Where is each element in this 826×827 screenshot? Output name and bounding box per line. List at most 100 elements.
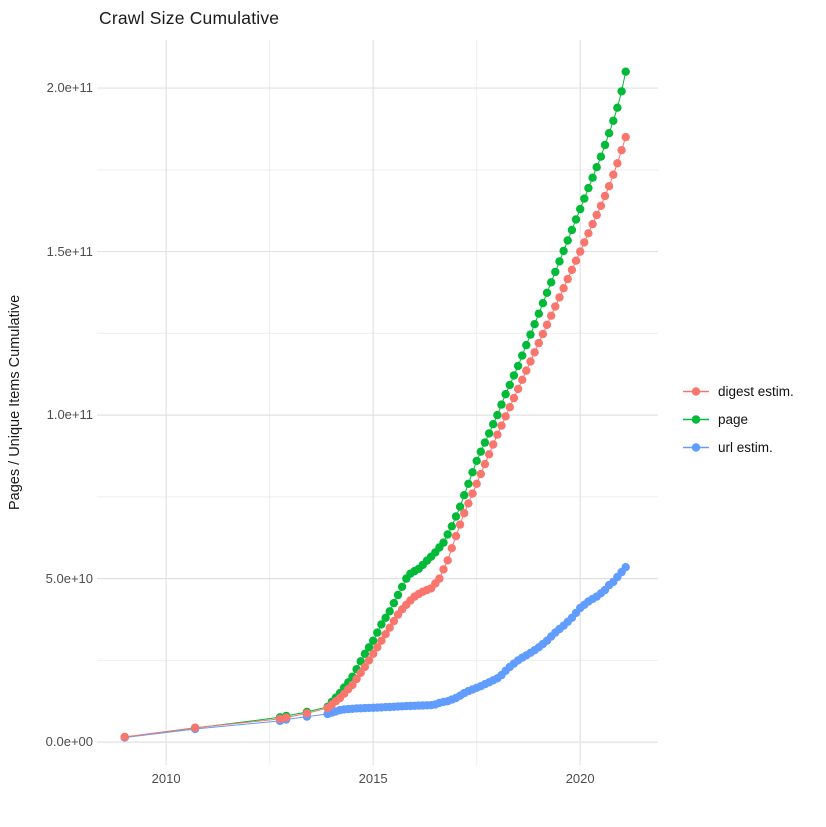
data-point-digest-estim-: [377, 636, 386, 645]
data-point-page: [530, 320, 539, 329]
data-point-digest-estim-: [480, 459, 490, 469]
data-point-digest-estim-: [604, 182, 614, 191]
data-point-page: [381, 613, 390, 622]
data-point-page: [447, 522, 456, 531]
data-point-page: [443, 530, 452, 539]
data-point-page: [580, 194, 589, 203]
data-point-digest-estim-: [385, 623, 394, 632]
data-point-digest-estim-: [571, 256, 581, 265]
data-point-page: [497, 400, 506, 409]
data-point-page: [518, 351, 527, 360]
data-point-digest-estim-: [576, 247, 585, 256]
data-point-page: [364, 643, 374, 652]
data-point-digest-estim-: [555, 293, 564, 302]
data-point-digest-estim-: [526, 357, 535, 366]
data-point-page: [476, 447, 485, 456]
data-point-digest-estim-: [505, 403, 514, 412]
x-tick-label: 2015: [358, 771, 388, 786]
data-point-digest-estim-: [447, 544, 456, 553]
data-point-digest-estim-: [621, 132, 630, 142]
data-point-page: [592, 163, 601, 172]
data-point-page: [563, 236, 572, 245]
data-point-digest-estim-: [542, 320, 552, 329]
legend-item: page: [683, 405, 794, 433]
data-point-digest-estim-: [551, 302, 560, 311]
data-point-page: [526, 330, 535, 339]
data-point-digest-estim-: [497, 421, 506, 430]
legend-label: digest estim.: [718, 383, 794, 399]
data-point-digest-estim-: [588, 219, 597, 229]
data-point-page: [389, 598, 399, 608]
data-point-page: [501, 390, 510, 399]
y-tick-label: 0.0e+00: [45, 734, 93, 750]
data-point-digest-estim-: [360, 662, 370, 672]
panel-background: [97, 40, 658, 765]
data-point-digest-estim-: [580, 238, 589, 247]
data-point-page: [596, 152, 606, 161]
data-point-digest-estim-: [513, 384, 523, 394]
data-point-page: [377, 620, 386, 629]
data-point-page: [468, 468, 477, 477]
data-point-url-estim-: [621, 563, 630, 572]
data-point-digest-estim-: [455, 520, 465, 529]
data-point-page: [621, 67, 630, 76]
data-point-digest-estim-: [282, 713, 291, 722]
data-point-digest-estim-: [609, 170, 618, 179]
data-point-digest-estim-: [600, 191, 610, 201]
y-tick-label: 5.0e+10: [45, 570, 93, 586]
data-point-digest-estim-: [348, 680, 357, 690]
legend: digest estim. page url estim.: [683, 377, 794, 461]
data-point-digest-estim-: [518, 375, 527, 384]
x-tick-label: 2010: [151, 771, 181, 786]
data-point-digest-estim-: [464, 499, 473, 508]
data-point-page: [373, 628, 382, 637]
data-point-digest-estim-: [476, 469, 485, 479]
data-point-page: [571, 215, 581, 224]
data-point-page: [547, 278, 556, 287]
data-point-digest-estim-: [592, 210, 601, 220]
data-point-digest-estim-: [435, 574, 444, 583]
legend-label: url estim.: [718, 439, 773, 455]
data-point-digest-estim-: [364, 656, 374, 665]
data-point-page: [534, 309, 543, 318]
data-point-digest-estim-: [567, 265, 577, 275]
data-point-page: [489, 420, 498, 429]
data-point-page: [559, 246, 568, 256]
data-point-page: [439, 538, 448, 547]
data-point-digest-estim-: [617, 146, 626, 155]
data-point-digest-estim-: [460, 509, 469, 518]
data-point-page: [542, 288, 552, 297]
data-point-page: [369, 636, 378, 645]
data-point-page: [509, 371, 519, 380]
y-tick-label: 1.5e+11: [46, 243, 93, 259]
data-point-digest-estim-: [530, 348, 539, 357]
data-point-digest-estim-: [373, 643, 382, 652]
data-point-page: [480, 438, 490, 447]
data-point-digest-estim-: [120, 732, 129, 742]
data-point-page: [451, 512, 461, 521]
data-point-page: [484, 429, 494, 438]
legend-key-icon: [683, 414, 709, 424]
data-point-page: [617, 87, 626, 96]
data-point-digest-estim-: [302, 709, 312, 718]
data-point-digest-estim-: [509, 393, 519, 403]
data-point-digest-estim-: [559, 284, 568, 293]
data-point-page: [360, 649, 370, 658]
legend-item: url estim.: [683, 433, 794, 461]
chart-title: Crawl Size Cumulative: [99, 8, 280, 28]
data-point-page: [600, 140, 610, 150]
data-point-page: [464, 479, 473, 488]
data-point-page: [613, 103, 622, 112]
data-point-page: [522, 340, 531, 350]
data-point-digest-estim-: [584, 229, 593, 238]
legend-key-icon: [683, 442, 709, 452]
data-point-digest-estim-: [522, 366, 531, 375]
data-point-digest-estim-: [443, 556, 452, 565]
legend-item: digest estim.: [683, 377, 794, 405]
data-point-page: [567, 225, 577, 235]
data-point-page: [397, 582, 407, 591]
data-point-digest-estim-: [352, 674, 361, 684]
legend-label: page: [718, 411, 749, 427]
data-point-digest-estim-: [369, 649, 378, 658]
